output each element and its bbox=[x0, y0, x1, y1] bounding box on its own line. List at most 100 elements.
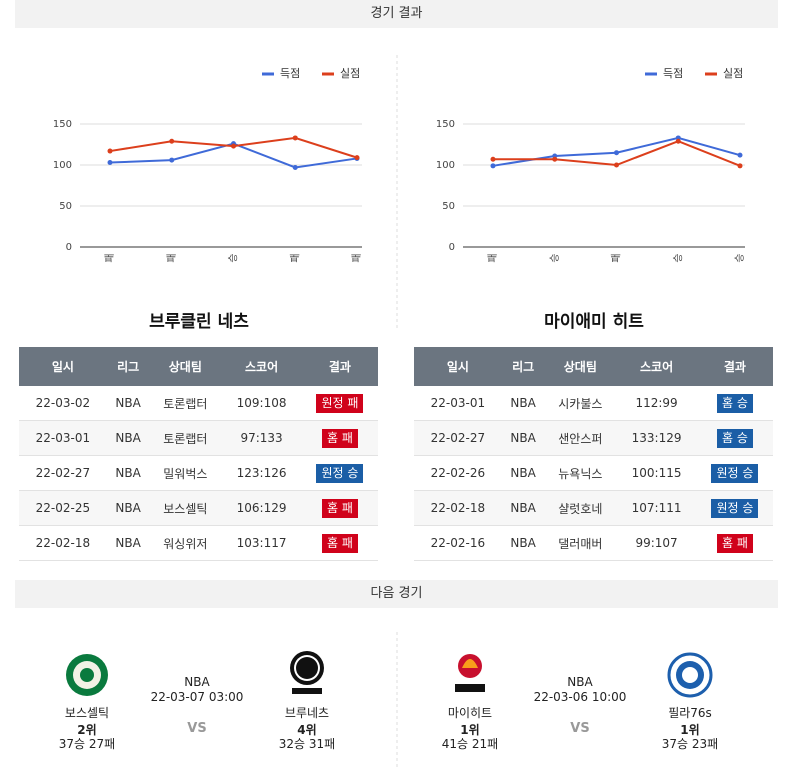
point bbox=[107, 160, 113, 166]
row: 22-02-18 NBA 샬럿호네 107:111 원정 승 bbox=[414, 490, 773, 526]
point bbox=[614, 162, 619, 168]
cell: 홈 승 bbox=[696, 386, 773, 421]
point bbox=[107, 148, 113, 154]
cell: 토론랩터 bbox=[149, 420, 222, 456]
y-tick-label: 0 bbox=[449, 242, 455, 253]
column-header: 일시 bbox=[414, 347, 502, 386]
team-title: 마이애미 히트 bbox=[544, 312, 644, 332]
next-game-text: 1위 bbox=[460, 723, 480, 737]
legend-label: 득점 bbox=[280, 67, 300, 80]
cell: 112:99 bbox=[616, 386, 697, 421]
legend-label: 실점 bbox=[340, 67, 360, 80]
x-tick-label: 패 bbox=[289, 253, 301, 262]
next-game-text: 4위 bbox=[297, 723, 317, 737]
x-tick-label: 승 bbox=[549, 253, 561, 262]
y-tick-label: 50 bbox=[59, 201, 72, 212]
column-header: 상대팀 bbox=[149, 347, 222, 386]
result-badge: 원정 승 bbox=[711, 498, 759, 518]
next-game-text: NBA bbox=[184, 675, 210, 689]
y-tick-label: 150 bbox=[53, 119, 72, 130]
legend-label: 실점 bbox=[723, 67, 743, 80]
header-row: 일시 리그 상대팀 스코어 결과 bbox=[19, 347, 378, 386]
point bbox=[490, 163, 496, 169]
cell: 22-02-25 bbox=[19, 490, 107, 526]
x-tick-label: 승 bbox=[672, 253, 684, 262]
next-game-text: VS bbox=[187, 721, 207, 736]
next-game-text: NBA bbox=[567, 675, 593, 689]
cell: NBA bbox=[106, 525, 150, 561]
y-tick-label: 150 bbox=[436, 119, 455, 130]
cell: 22-02-27 bbox=[414, 420, 502, 456]
cell: 홈 패 bbox=[696, 525, 773, 561]
result-table: 일시 리그 상대팀 스코어 결과 22-03-01 NBA 시카불스 112:99 홈 승 22-0… bbox=[414, 347, 773, 561]
point bbox=[169, 138, 175, 144]
row: 22-02-27 NBA 밀워벅스 123:126 원정 승 bbox=[19, 455, 378, 491]
logo bbox=[667, 652, 713, 698]
x-tick-label: 패 bbox=[166, 253, 178, 262]
row: 22-03-01 NBA 토론랩터 97:133 홈 패 bbox=[19, 420, 378, 456]
column-header: 리그 bbox=[501, 347, 545, 386]
cell: NBA bbox=[106, 386, 150, 421]
cell: 99:107 bbox=[616, 525, 697, 561]
cell: NBA bbox=[501, 525, 545, 561]
next-game-text: 37승 23패 bbox=[661, 737, 719, 751]
point bbox=[614, 150, 619, 156]
cell: 토론랩터 bbox=[149, 386, 222, 421]
point bbox=[490, 156, 496, 162]
next-game-text: 2위 bbox=[77, 723, 97, 737]
legend-label: 득점 bbox=[663, 67, 683, 80]
row: 22-03-01 NBA 시카불스 112:99 홈 승 bbox=[414, 386, 773, 421]
column-header: 결과 bbox=[696, 347, 773, 386]
result-badge: 홈 패 bbox=[716, 533, 753, 553]
row: 22-02-25 NBA 보스셀틱 106:129 홈 패 bbox=[19, 490, 378, 526]
cell: NBA bbox=[106, 420, 150, 456]
result-badge: 원정 승 bbox=[316, 463, 364, 483]
cell: NBA bbox=[501, 420, 545, 456]
x-tick-label: 패 bbox=[104, 253, 116, 262]
next-game-text: 마이히트 bbox=[447, 706, 493, 720]
cell: 97:133 bbox=[221, 420, 302, 456]
y-tick-label: 50 bbox=[442, 201, 455, 212]
point bbox=[292, 135, 298, 141]
result-badge: 원정 승 bbox=[711, 463, 759, 483]
cell: 123:126 bbox=[221, 455, 302, 491]
cell: 103:117 bbox=[221, 525, 302, 561]
cell: NBA bbox=[501, 490, 545, 526]
cell: 샌안스퍼 bbox=[544, 420, 617, 456]
row: 22-02-26 NBA 뉴욕닉스 100:115 원정 승 bbox=[414, 455, 773, 491]
x-tick-label: 승 bbox=[228, 253, 240, 262]
next-game-text: 22-03-07 03:00 bbox=[150, 690, 244, 704]
next-game-text: VS bbox=[570, 721, 590, 736]
cell: 원정 패 bbox=[301, 386, 378, 421]
result-badge: 홈 패 bbox=[321, 498, 358, 518]
logo bbox=[66, 654, 108, 696]
cell: 원정 승 bbox=[696, 455, 773, 491]
column-header: 상대팀 bbox=[544, 347, 617, 386]
cell: 22-02-16 bbox=[414, 525, 502, 561]
cell: NBA bbox=[106, 455, 150, 491]
x-tick-label: 패 bbox=[487, 253, 499, 262]
cell: 홈 승 bbox=[696, 420, 773, 456]
point bbox=[231, 143, 236, 149]
point bbox=[292, 164, 298, 170]
row: 22-02-18 NBA 워싱위저 103:117 홈 패 bbox=[19, 525, 378, 561]
column-header: 스코어 bbox=[616, 347, 697, 386]
cell: 시카불스 bbox=[544, 386, 617, 421]
row: 22-02-16 NBA 댈러매버 99:107 홈 패 bbox=[414, 525, 773, 561]
cell: 댈러매버 bbox=[544, 525, 617, 561]
next-game-text: 보스셀틱 bbox=[64, 706, 110, 720]
cell: NBA bbox=[501, 455, 545, 491]
cell: 22-03-02 bbox=[19, 386, 107, 421]
column-header: 일시 bbox=[19, 347, 107, 386]
header-row: 일시 리그 상대팀 스코어 결과 bbox=[414, 347, 773, 386]
cell: 홈 패 bbox=[301, 525, 378, 561]
result-badge: 홈 승 bbox=[716, 428, 753, 448]
cell: 22-03-01 bbox=[414, 386, 502, 421]
cell: 106:129 bbox=[221, 490, 302, 526]
cell: 홈 패 bbox=[301, 420, 378, 456]
point bbox=[737, 163, 743, 169]
cell: 133:129 bbox=[616, 420, 697, 456]
x-tick-label: 승 bbox=[734, 253, 746, 262]
point bbox=[675, 138, 681, 144]
column-header: 리그 bbox=[106, 347, 150, 386]
